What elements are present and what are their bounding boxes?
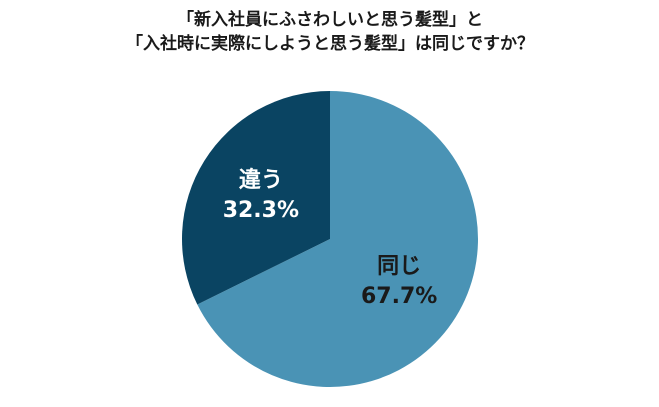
pie-slice: [181, 91, 330, 305]
value-label: 32.3%: [223, 198, 299, 223]
slice-label: 同じ: [377, 254, 421, 279]
slice-label: 違う: [239, 167, 283, 193]
value-label: 67.7%: [361, 284, 437, 309]
chart-title: 「入社時に実際にしようと思う髪型」は同じですか？: [126, 33, 534, 54]
chart-title: 「新入社員にふさわしいと思う髪型」と: [177, 9, 483, 30]
pie-slice: [197, 91, 478, 387]
